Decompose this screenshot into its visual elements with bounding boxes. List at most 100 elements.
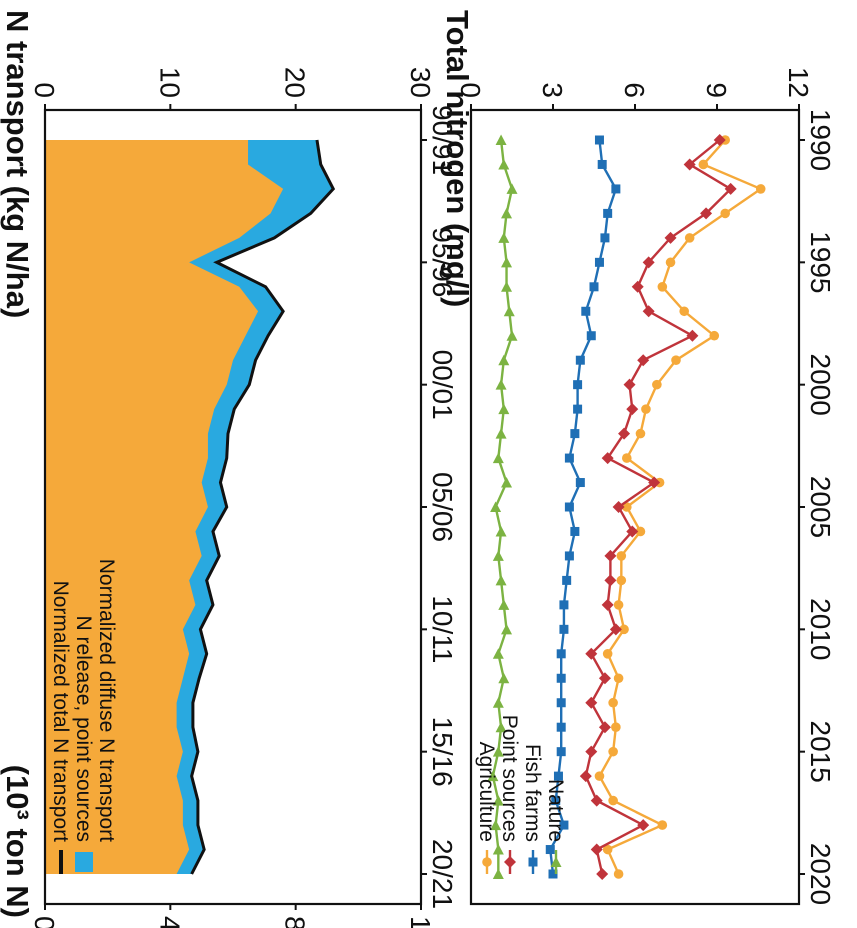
point-point-sources [598,672,611,685]
chart2-ytick-label: 6 [619,82,650,98]
point-nature [495,379,507,390]
point-fish-farms [575,355,585,365]
point-agriculture [652,379,662,390]
point-agriculture [635,428,646,439]
point-point-sources [598,721,611,734]
point-nature [501,207,513,219]
point-point-sources [590,794,603,807]
chart2-plot-area [487,134,766,880]
point-fish-farms [594,257,604,267]
point-nature [495,134,507,145]
point-point-sources [642,305,655,318]
point-fish-farms [551,796,561,806]
point-point-sources [585,696,598,709]
point-agriculture [613,600,624,610]
point-nature [492,550,504,561]
point-nature [495,428,507,439]
point-agriculture [657,282,668,292]
point-nature [501,477,513,488]
chart2-legend-label: Agriculture [475,742,498,842]
point-nature [498,599,510,610]
chart1-y-ticks: 0 10 20 30 [29,67,436,110]
point-fish-farms [611,184,621,194]
point-fish-farms [556,722,566,732]
point-point-sources [604,549,617,562]
chart2-ylabel: Total nitrogen (mg/l) [440,10,475,307]
chart2-xtick-label: 2000 [805,354,836,416]
point-fish-farms [559,820,569,830]
chart1-legend-swatch [98,852,116,872]
point-agriculture [611,722,621,733]
chart1-ytick-label: 20 [280,67,311,98]
point-point-sources [618,427,631,440]
chart2-ytick-label: 12 [783,67,814,98]
point-agriculture [679,306,689,317]
point-agriculture [608,697,618,708]
chart2-legend: Agriculture Point sources Fish farms Nature [475,715,567,874]
point-point-sources [626,403,639,416]
chart2-x-ticks: 1990 1995 2000 2005 2010 2015 2020 [799,109,836,905]
point-fish-farms [564,502,574,512]
point-nature [495,574,507,586]
chart1-y2tick-label: 0 [29,916,60,928]
point-point-sources [601,452,614,465]
point-nature [487,770,499,782]
point-fish-farms [573,404,583,414]
point-agriculture [608,746,618,757]
point-agriculture [698,159,709,170]
point-agriculture [616,551,627,561]
chart1-legend: Normalized total N transport N release, p… [49,559,118,874]
chart1-xtick-label: 20/21 [427,839,458,909]
point-agriculture [602,649,613,659]
chart1-y2label: (10³ ton N) [0,765,35,918]
point-agriculture [622,453,632,463]
point-fish-farms [597,159,607,169]
chart2-ytick-label: 3 [537,82,568,98]
chart2-legend-label: Nature [544,779,567,842]
point-nature [492,746,504,757]
point-agriculture [641,404,651,414]
point-agriculture [602,844,613,855]
chart1-x-ticks: 90/91 95/96 00/01 05/06 10/11 15/16 20/21 [421,105,458,909]
chart1-legend-swatch [75,852,93,872]
point-point-sources [604,574,617,587]
point-agriculture [616,575,627,586]
point-fish-farms [570,429,580,439]
point-fish-farms [556,673,566,683]
chart1-xtick-label: 95/96 [427,227,458,297]
chart1-legend-label: Normalized total N transport [49,581,72,843]
point-nature [501,623,513,635]
chart1-ytick-label: 30 [405,67,436,98]
point-nature [495,721,507,733]
point-point-sources [713,134,726,146]
point-agriculture [665,257,676,268]
chart1-legend-label: N release, point sources [72,616,95,842]
point-agriculture [720,208,730,219]
chart2-ytick-label: 9 [701,82,732,98]
point-agriculture [613,673,624,684]
point-agriculture [671,355,681,366]
point-fish-farms [594,135,604,145]
chart1-y2-ticks: 0 40 80 120 [29,904,436,928]
chart1-xtick-label: 05/06 [427,472,458,542]
point-point-sources [579,770,592,783]
chart2-legend-marker [482,857,492,867]
point-agriculture [755,184,766,194]
point-point-sources [585,647,598,660]
point-nature [506,330,518,341]
point-fish-farms [553,771,563,781]
point-agriculture [619,624,629,635]
chart1-y2tick-label: 120 [405,916,436,928]
chart2-legend-marker [504,856,516,868]
point-nature [492,844,504,855]
point-nature [492,697,504,708]
point-fish-farms [545,845,555,855]
point-fish-farms [564,453,574,463]
chart1-xtick-label: 10/11 [427,595,458,663]
chart2-y-ticks: 0 3 6 9 12 [455,67,814,110]
chart2-legend-label: Point sources [498,715,521,842]
point-point-sources [601,598,614,611]
point-agriculture [657,820,668,830]
point-agriculture [613,869,624,879]
